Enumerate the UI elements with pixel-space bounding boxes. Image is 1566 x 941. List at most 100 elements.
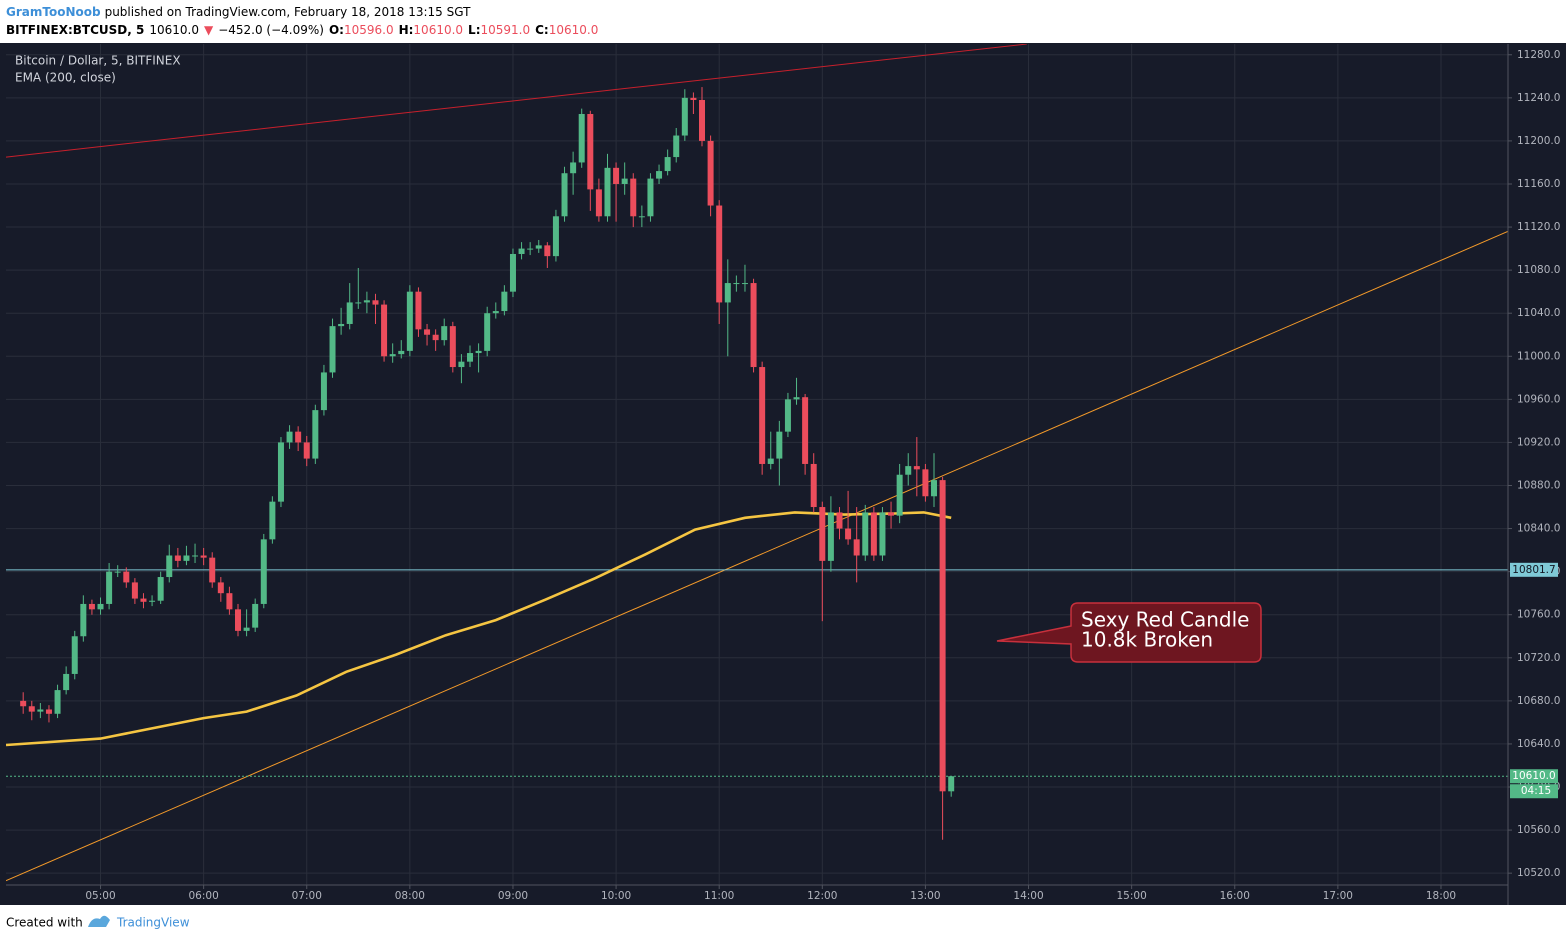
- y-tick-label: 10920.0: [1517, 436, 1560, 448]
- y-tick-label: 11120.0: [1517, 221, 1560, 233]
- candle-body: [578, 113, 585, 163]
- candle-body: [905, 466, 912, 475]
- y-tick-label: 10720.0: [1517, 652, 1560, 664]
- header-quote-item: L:: [468, 23, 480, 37]
- footer-brand[interactable]: TradingView: [116, 916, 190, 930]
- candle-body: [45, 709, 52, 714]
- candle-body: [432, 334, 439, 341]
- y-tick-label: 10960.0: [1517, 393, 1560, 405]
- candle-body: [587, 113, 594, 190]
- candle-body: [252, 603, 259, 628]
- y-tick-label: 11200.0: [1517, 135, 1560, 147]
- candle-body: [699, 99, 706, 141]
- candle-body: [123, 571, 130, 583]
- grid: [6, 44, 1508, 885]
- x-tick-label: 11:00: [704, 890, 734, 902]
- y-tick-label: 11240.0: [1517, 92, 1560, 104]
- header-quote-item: 10610.0: [549, 23, 599, 37]
- candle-body: [638, 216, 645, 218]
- candle-body: [552, 216, 559, 257]
- candle-body: [836, 512, 843, 529]
- candle-body: [80, 603, 87, 637]
- y-tick-label: 10640.0: [1517, 738, 1560, 750]
- legend-symbol: Bitcoin / Dollar, 5, BITFINEX: [15, 54, 181, 68]
- y-tick-label: 11000.0: [1517, 350, 1560, 362]
- candle-body: [71, 636, 78, 674]
- candle-body: [913, 466, 920, 470]
- candle-body: [114, 571, 121, 573]
- x-tick-label: 06:00: [188, 890, 218, 902]
- y-tick-label: 11040.0: [1517, 307, 1560, 319]
- plot-area: [6, 44, 1508, 882]
- footer-created: Created with: [6, 916, 83, 930]
- candle-body: [406, 291, 413, 351]
- y-tick-label: 10520.0: [1517, 867, 1560, 879]
- y-tick-label: 10880.0: [1517, 479, 1560, 491]
- candle-body: [106, 571, 113, 604]
- x-tick-label: 05:00: [85, 890, 115, 902]
- price-label-box: [1510, 769, 1558, 784]
- candle-body: [776, 431, 783, 459]
- candle-body: [37, 709, 44, 712]
- countdown-box: [1510, 784, 1558, 799]
- candle-body: [320, 372, 327, 411]
- candle-body: [192, 555, 199, 557]
- candle-body: [888, 512, 895, 516]
- chart-background: [0, 43, 1566, 905]
- candle-body: [475, 350, 482, 354]
- candle-body: [767, 458, 774, 464]
- y-tick-label: 11280.0: [1517, 49, 1560, 61]
- candle-body: [329, 326, 336, 373]
- candle-body: [690, 97, 697, 100]
- candle-body: [372, 300, 379, 305]
- candle-body: [398, 350, 405, 355]
- candle-body: [20, 700, 27, 707]
- header-line: GramTooNoob published on TradingView.com,…: [6, 5, 471, 19]
- candle-body: [277, 442, 284, 502]
- candle-body: [501, 291, 508, 312]
- candle-body: [793, 397, 800, 400]
- candle-body: [467, 353, 474, 362]
- candle-body: [561, 173, 568, 217]
- candle-body: [484, 313, 491, 351]
- header-quote: BITFINEX:BTCUSD, 5 10610.0 ▼ −452.0 (−4.09%…: [6, 23, 598, 37]
- candle-body: [449, 326, 456, 368]
- candle-body: [673, 135, 680, 158]
- candle-body: [183, 555, 190, 561]
- header-quote-item: ▼: [204, 23, 214, 37]
- annotation-box: [996, 602, 1262, 663]
- candle-body: [716, 205, 723, 303]
- price-label: 10610.0: [1512, 770, 1555, 782]
- candle-body: [707, 140, 714, 206]
- candle-body: [819, 507, 826, 561]
- y-tick-label: 10760.0: [1517, 609, 1560, 621]
- candle-body: [664, 157, 671, 172]
- candle-body: [613, 167, 620, 184]
- candle-body: [784, 399, 791, 432]
- candle-body: [157, 577, 164, 601]
- trend-line: [6, 44, 1027, 158]
- candle-body: [63, 673, 70, 691]
- candle-body: [149, 600, 156, 602]
- candle-body: [759, 367, 766, 464]
- candle-body: [389, 354, 396, 357]
- candle-body: [226, 593, 233, 610]
- candle-body: [140, 598, 147, 602]
- candle-body: [286, 431, 293, 443]
- annotation-text: 10.8k Broken: [1081, 628, 1213, 652]
- x-tick-label: 18:00: [1426, 890, 1456, 902]
- candle-body: [827, 512, 834, 561]
- candle-body: [681, 97, 688, 136]
- header-quote-item: O:: [329, 23, 344, 37]
- candle-body: [656, 171, 663, 179]
- y-tick-label: 10680.0: [1517, 695, 1560, 707]
- candle-body: [724, 283, 731, 303]
- candle-body: [922, 469, 929, 497]
- candle-body: [209, 557, 216, 583]
- candle-body: [845, 528, 852, 540]
- candle-body: [544, 245, 551, 257]
- candle-body: [166, 555, 173, 578]
- header-quote-item: BITFINEX:BTCUSD, 5: [6, 23, 144, 37]
